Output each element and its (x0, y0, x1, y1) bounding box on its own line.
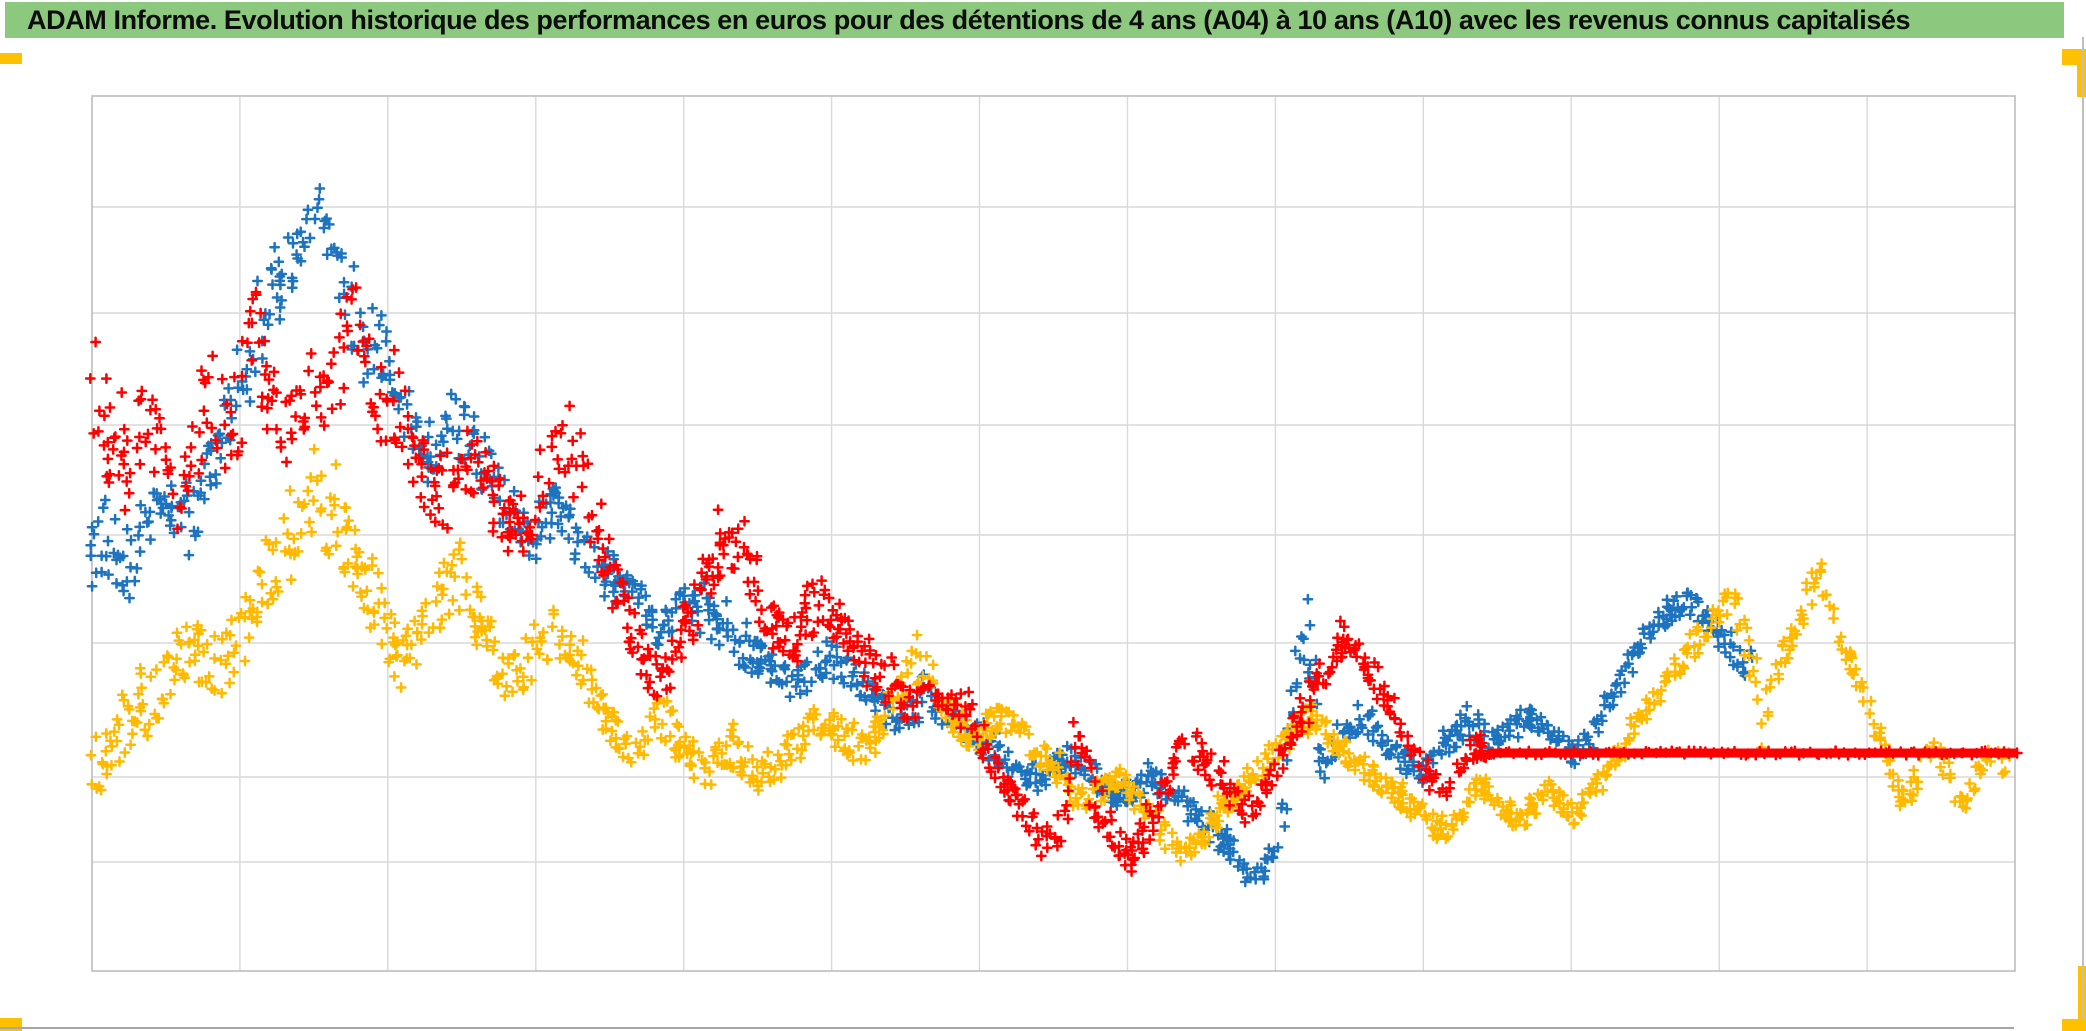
top-left-accent-mark (0, 53, 22, 64)
page-bottom-border (0, 1027, 2014, 1029)
title-bar: ADAM Informe. Evolution historique des p… (5, 2, 2064, 38)
page-title: ADAM Informe. Evolution historique des p… (27, 4, 1911, 35)
page-right-border (2082, 37, 2084, 1020)
top-right-corner-mark (2077, 49, 2086, 97)
bottom-right-corner-mark (2062, 1019, 2086, 1031)
